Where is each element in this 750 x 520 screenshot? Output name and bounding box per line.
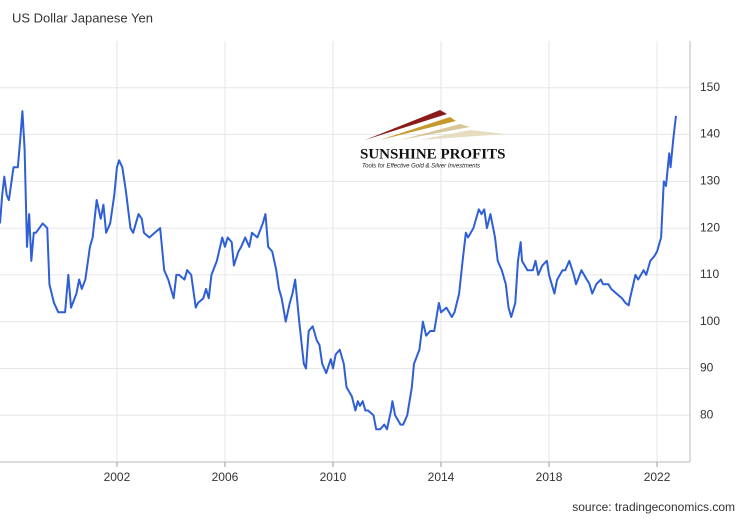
logo-name: SUNSHINE PROFITS [360, 146, 505, 162]
y-tick-label: 80 [700, 407, 714, 421]
x-tick-label: 2014 [428, 470, 455, 484]
y-tick-label: 100 [700, 314, 720, 328]
y-tick-label: 140 [700, 127, 720, 141]
y-tick-label: 150 [700, 80, 720, 94]
y-tick-label: 90 [700, 361, 714, 375]
x-tick-label: 2022 [644, 470, 671, 484]
logo-streak [420, 130, 505, 140]
logo-tagline: Tools for Effective Gold & Silver Invest… [362, 164, 480, 170]
logo-streak [380, 117, 456, 140]
x-tick-label: 2002 [104, 470, 131, 484]
y-tick-label: 130 [700, 174, 720, 188]
source: source: tradingeconomics.com [572, 500, 735, 514]
data-line [0, 110, 677, 431]
y-tick-label: 120 [700, 220, 720, 234]
y-tick-label: 110 [700, 267, 719, 281]
logo-streak [400, 124, 470, 140]
x-tick-label: 2010 [320, 470, 347, 484]
logo-streak [365, 110, 447, 140]
logo: SUNSHINE PROFITS Tools for Effective Gol… [360, 110, 505, 170]
chart-title: US Dollar Japanese Yen [12, 10, 153, 25]
x-tick-label: 2018 [536, 470, 563, 484]
x-tick-label: 2006 [212, 470, 239, 484]
plot: 80 90 100 110 120 130 140 150 2002 2006 2010 2014 20… [0, 41, 720, 484]
